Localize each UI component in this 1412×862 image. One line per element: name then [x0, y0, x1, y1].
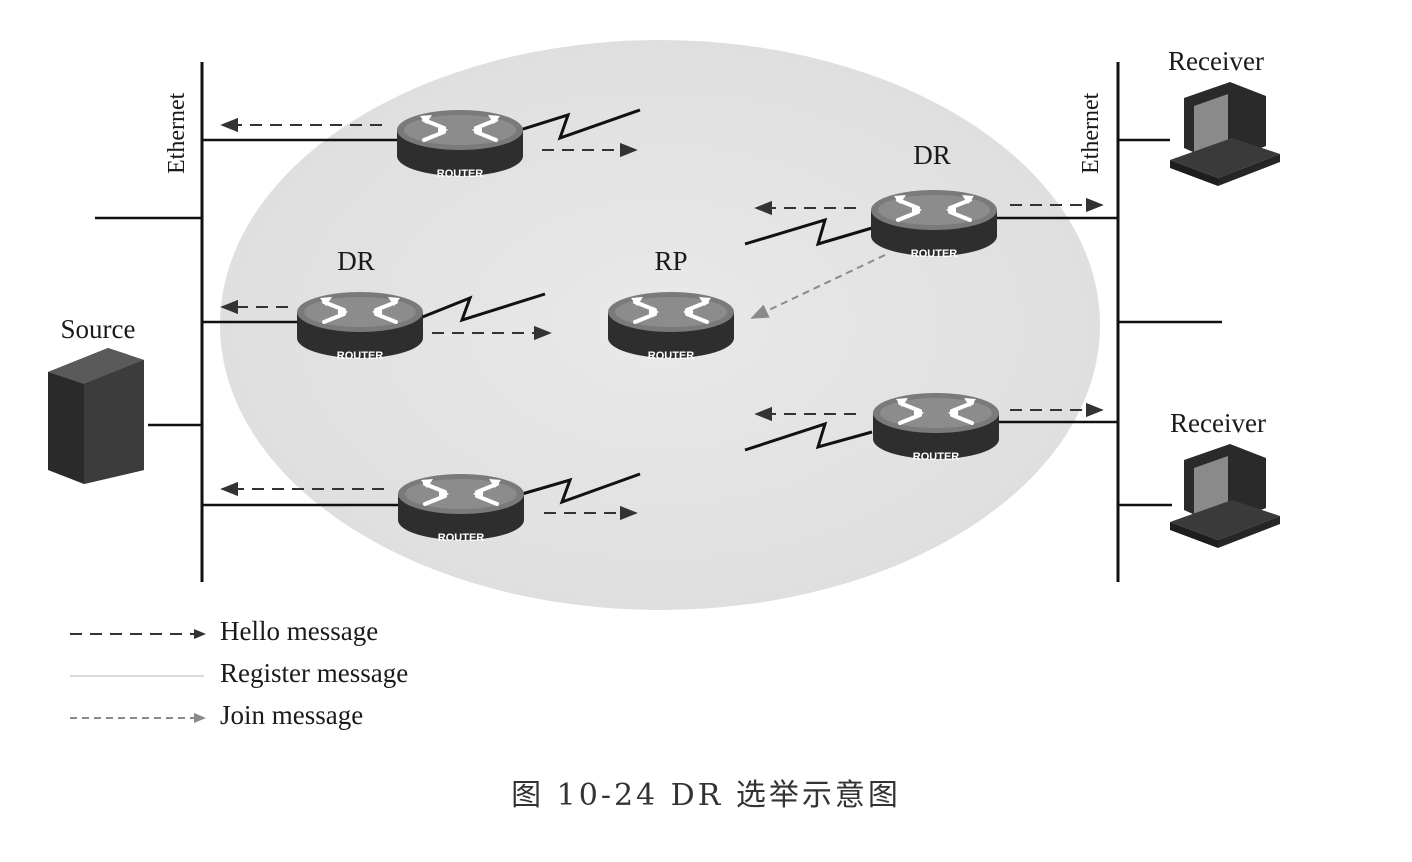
- figure-caption: 图 10-24 DR 选举示意图: [511, 778, 901, 813]
- router-dr-right: ROUTER: [869, 188, 999, 260]
- source-server-icon: [48, 348, 144, 484]
- legend-register: Register message: [68, 658, 548, 700]
- join-message-line-icon: [70, 713, 206, 723]
- router-top-left: ROUTER: [395, 108, 525, 180]
- dr-election-diagram: ROUTER ROUTER ROUTER ROUTER ROUTER ROUTE…: [48, 40, 1280, 610]
- legend-hello: Hello message: [68, 616, 548, 658]
- dr-right-label: DR: [913, 140, 951, 170]
- svg-text:ROUTER: ROUTER: [438, 532, 485, 544]
- ethernet-right-label: Ethernet: [1078, 92, 1104, 174]
- legend-join: Join message: [68, 700, 548, 742]
- join-message-arrow: [750, 254, 886, 319]
- register-message-line-icon: [70, 675, 204, 677]
- legend: Hello message Register message Join mess…: [68, 616, 548, 742]
- receiver-top-computer-icon: [1170, 82, 1280, 186]
- router-rp: ROUTER: [606, 290, 736, 362]
- ethernet-left-label: Ethernet: [164, 92, 190, 174]
- svg-text:ROUTER: ROUTER: [437, 168, 484, 180]
- svg-text:ROUTER: ROUTER: [911, 248, 958, 260]
- receiver-top-label: Receiver: [1168, 46, 1264, 76]
- legend-register-label: Register message: [220, 658, 409, 688]
- svg-text:ROUTER: ROUTER: [648, 350, 695, 362]
- legend-hello-label: Hello message: [220, 616, 379, 646]
- legend-join-label: Join message: [220, 700, 364, 730]
- svg-text:ROUTER: ROUTER: [337, 350, 384, 362]
- router-bottom-left: ROUTER: [396, 472, 526, 544]
- svg-text:ROUTER: ROUTER: [913, 451, 960, 463]
- hello-message-line-icon: [70, 629, 206, 639]
- dr-left-label: DR: [337, 246, 375, 276]
- router-bottom-right: ROUTER: [871, 391, 1001, 463]
- receiver-bottom-label: Receiver: [1170, 408, 1266, 438]
- rp-label: RP: [654, 246, 687, 276]
- receiver-bottom-computer-icon: [1170, 444, 1280, 548]
- router-dr-left: ROUTER: [295, 290, 425, 362]
- source-label: Source: [61, 314, 136, 344]
